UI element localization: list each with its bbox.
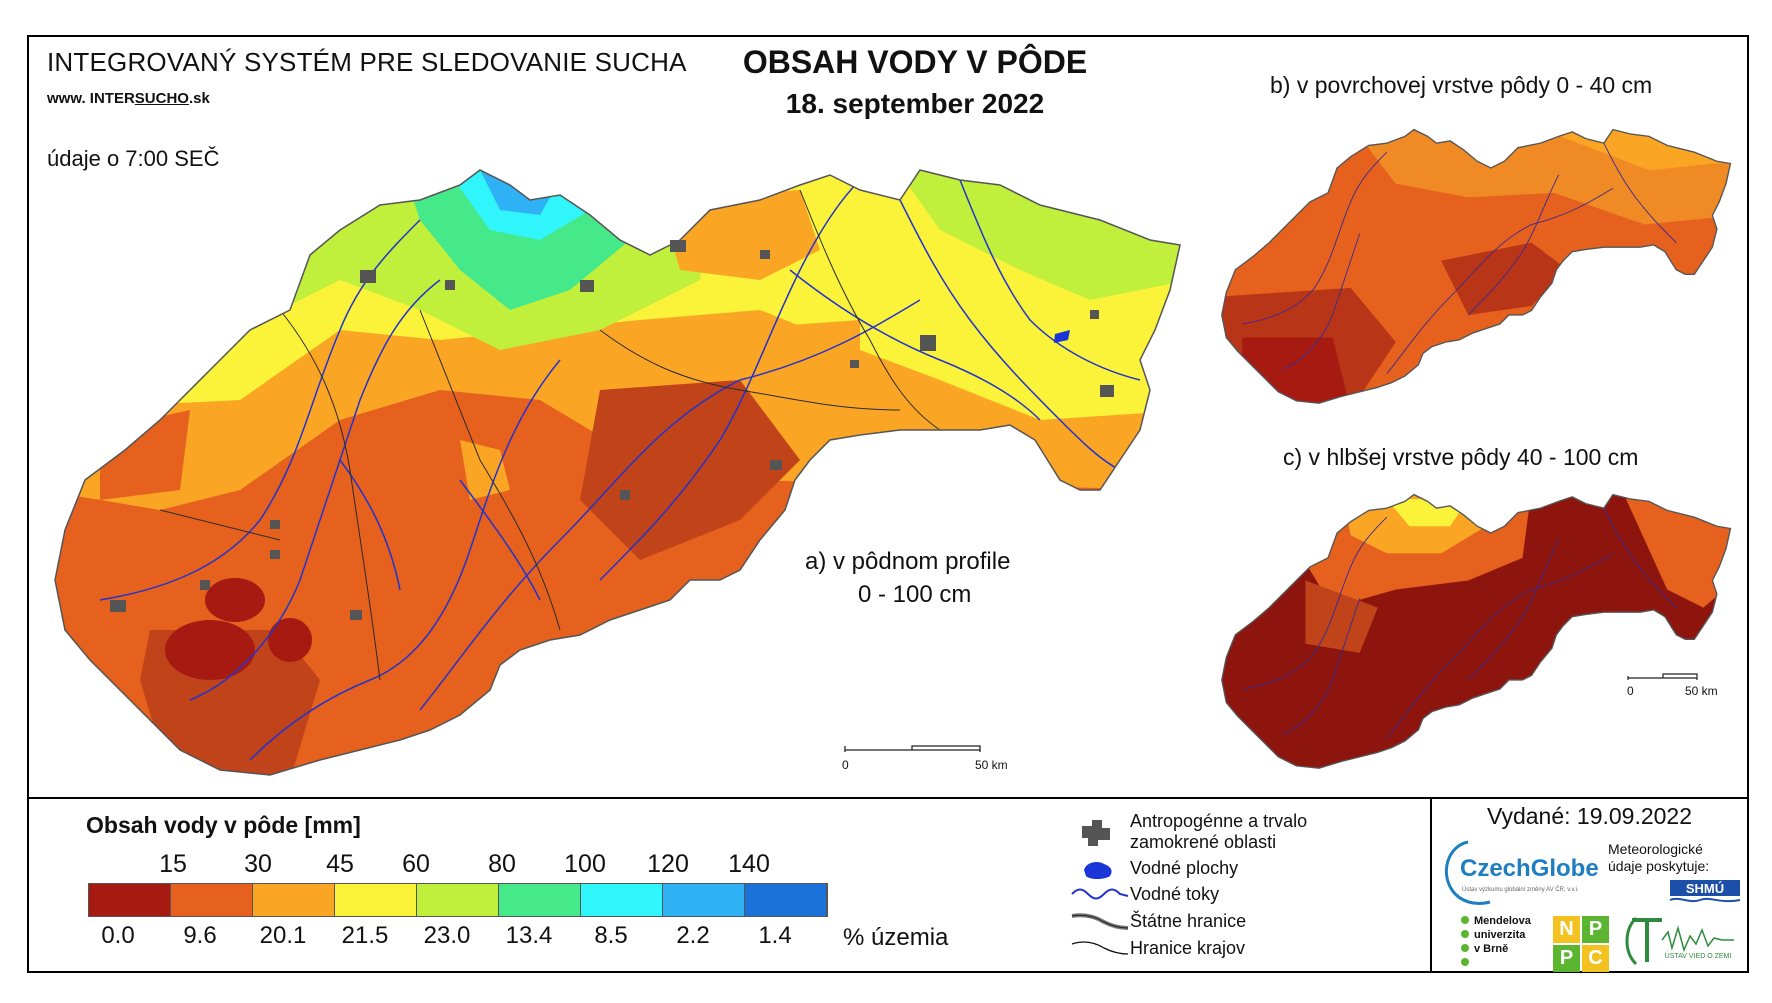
legend-threshold: 30 [244, 850, 272, 878]
map-c-label: c) v hlbšej vrstve pôdy 40 - 100 cm [1283, 444, 1639, 470]
website-underlined: SUCHO [134, 90, 189, 107]
anthropogenic-label: Antropogénne a trvalo zamokrené oblasti [1130, 811, 1308, 852]
mendel-university-logo: Mendelova univerzita v Brně [1474, 915, 1531, 955]
website-prefix: www. INTER [47, 90, 135, 107]
legend-divider [27, 797, 1749, 799]
issued-date: Vydané: 19.09.2022 [1486, 803, 1693, 829]
nppc-letter: P [1582, 916, 1609, 943]
legend-percent: 20.1 [259, 922, 307, 949]
map-a-label-line1: a) v pôdnom profile [805, 548, 1011, 575]
state-border-icon [1071, 913, 1129, 930]
water-bodies-label: Vodné plochy [1130, 858, 1239, 878]
shmu-logo-icon: SHMÚ [1669, 880, 1741, 903]
scale-fifty-main: 50 km [975, 758, 1008, 772]
nppc-letter: C [1582, 945, 1609, 972]
legend-threshold: 140 [728, 850, 770, 878]
legend-threshold: 80 [488, 850, 516, 878]
legend-title: Obsah vody v pôde [mm] [86, 812, 361, 838]
legend-percent: 13.4 [505, 922, 553, 949]
legend-swatch [745, 884, 827, 916]
scale-bar-small [1627, 673, 1698, 680]
legend-swatch [499, 884, 581, 916]
nppc-logo: N P P C [1553, 916, 1609, 972]
website-link[interactable]: www. INTERSUCHO.sk [47, 90, 210, 107]
state-borders-label: Štátne hranice [1130, 911, 1247, 931]
scale-fifty-small: 50 km [1685, 684, 1718, 698]
scale-zero-small: 0 [1627, 684, 1634, 698]
main-soil-water-map [54, 169, 1181, 776]
legend-percent-label: % územia [843, 924, 949, 951]
czechglobe-logo-icon [1444, 840, 1491, 905]
legend-percent: 0.0 [101, 922, 135, 949]
legend-threshold: 15 [159, 850, 187, 878]
main-title: OBSAH VODY V PÔDE [742, 44, 1088, 80]
deep-layer-map [1221, 493, 1732, 769]
surface-layer-map [1221, 128, 1732, 404]
legend-swatch [253, 884, 335, 916]
czechglobe-subtitle: Ústav výzkumu globální změny AV ČR, v.v.… [1462, 887, 1579, 893]
meteorological-data-label: Meteorologické údaje poskytuje: [1608, 841, 1710, 874]
river-icon [1071, 888, 1129, 900]
legend-swatch [663, 884, 745, 916]
region-border-icon [1071, 941, 1129, 955]
legend-swatch [417, 884, 499, 916]
legend-threshold: 45 [326, 850, 354, 878]
legend-percent: 1.4 [758, 922, 792, 949]
legend-swatch [171, 884, 253, 916]
legend-threshold: 60 [402, 850, 430, 878]
data-time: údaje o 7:00 SEČ [47, 146, 220, 171]
legend-threshold: 100 [564, 850, 606, 878]
legend-swatch [89, 884, 171, 916]
map-b-label: b) v povrchovej vrstve pôdy 0 - 40 cm [1270, 72, 1653, 98]
nppc-letter: N [1553, 916, 1580, 943]
map-a-label-line2: 0 - 100 cm [858, 581, 972, 608]
issuer-divider [1430, 797, 1432, 973]
legend-percent: 8.5 [594, 922, 628, 949]
legend-swatch [581, 884, 663, 916]
shmu-logo-text: SHMÚ [1686, 881, 1724, 896]
scale-zero-main: 0 [842, 758, 849, 772]
uvz-logo-text: ÚSTAV VIED O ZEMI [1665, 951, 1732, 960]
region-borders-label: Hranice krajov [1130, 938, 1246, 958]
legend-swatch [335, 884, 417, 916]
legend-percent: 23.0 [423, 922, 471, 949]
water-body-icon [1084, 862, 1112, 879]
legend-percent: 2.2 [676, 922, 710, 949]
legend-color-bar [88, 883, 828, 917]
legend-percent: 9.6 [183, 922, 217, 949]
legend-threshold: 120 [647, 850, 689, 878]
map-date: 18. september 2022 [785, 88, 1045, 119]
anthropogenic-area-icon [1082, 820, 1110, 846]
system-title: INTEGROVANÝ SYSTÉM PRE SLEDOVANIE SUCHA [47, 47, 687, 77]
website-suffix: .sk [188, 90, 210, 107]
nppc-letter: P [1553, 945, 1580, 972]
scale-bar-main [844, 745, 981, 752]
rivers-label: Vodné toky [1130, 884, 1220, 904]
uvz-logo-icon: ÚSTAV VIED O ZEMI [1625, 916, 1734, 966]
legend-percent: 21.5 [341, 922, 389, 949]
mendel-dots-icon [1461, 916, 1469, 966]
czechglobe-logo-text: CzechGlobe [1460, 855, 1599, 882]
